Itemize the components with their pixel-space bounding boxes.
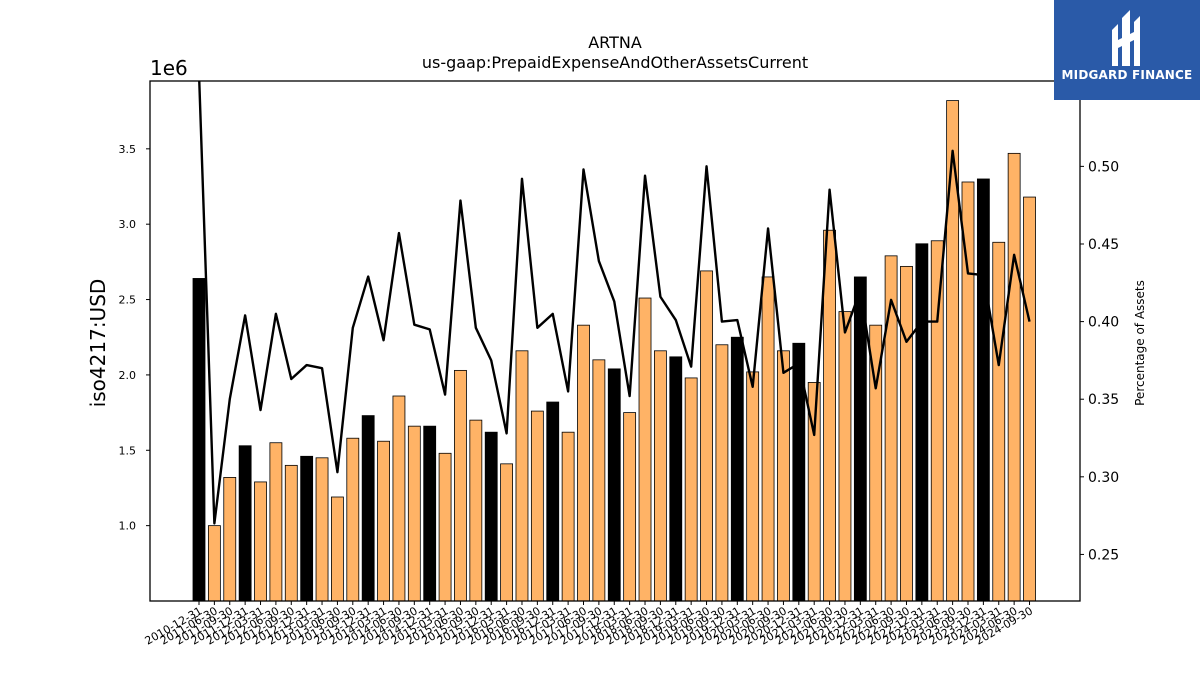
y2-tick-label: 0.40 [1088,315,1119,331]
bar [300,455,314,601]
bar [377,440,390,601]
bar [946,100,960,601]
y-tick-label: 3.5 [119,143,137,156]
bar [269,442,283,601]
bar [238,445,252,601]
bar [623,412,637,601]
bar [869,324,883,601]
bar [561,431,575,601]
line-group [198,81,1031,525]
bar [853,276,867,601]
bar [438,452,452,601]
bar [500,463,514,601]
bar [930,240,944,601]
bar [777,350,790,601]
bar [331,496,344,601]
bar [577,324,590,601]
bar [192,278,206,601]
bar [423,425,437,601]
bar [823,229,836,601]
y-tick-label: 2.5 [119,294,137,307]
y-tick-label: 1.0 [119,520,137,533]
bar [592,359,606,601]
bar [976,178,990,601]
percentage-line [198,81,1031,525]
bar [530,410,544,601]
bars-group [192,100,1036,601]
brand-logo: MIDGARD FINANCE [1054,0,1200,100]
bar [761,276,775,601]
bar [700,270,713,601]
bar [730,336,744,601]
bar [900,265,913,601]
bar [807,382,821,601]
bar [654,350,667,601]
bar [746,371,760,601]
bar [1023,196,1036,601]
bar [638,297,652,601]
bar [223,477,237,601]
bar [1007,152,1021,601]
bar [546,401,560,601]
bar [454,369,467,601]
bar [884,255,898,601]
bar [838,311,852,601]
bar [961,181,975,601]
bar [392,395,406,601]
y-axis-label: iso4217:USD [86,279,110,408]
bar [361,415,375,601]
bar [992,241,1006,601]
y2-tick-label: 0.45 [1088,237,1119,253]
plot-frame [149,80,1081,602]
midgard-logo-icon [1112,10,1140,66]
bar [915,243,929,601]
bar [715,344,729,601]
y2-tick-label: 0.50 [1088,159,1119,175]
bar [207,525,221,601]
logo-text: MIDGARD FINANCE [1061,68,1193,82]
chart-subtitle: us-gaap:PrepaidExpenseAndOtherAssetsCurr… [421,53,809,72]
bar [346,437,360,601]
bar [607,368,621,601]
y2-tick-label: 0.30 [1088,470,1119,486]
chart-title: ARTNA [588,33,642,52]
y-offset-label: 1e6 [150,56,188,80]
bar [484,431,498,601]
bar [684,377,698,601]
y2-axis-label: Percentage of Assets [1133,280,1147,406]
y-tick-label: 2.0 [119,369,137,382]
bar [469,419,483,601]
bar [669,356,683,601]
bar [284,464,298,601]
bar [792,342,806,601]
bar [515,350,529,601]
y-tick-label: 3.0 [119,218,137,231]
y2-tick-label: 0.25 [1088,547,1119,563]
y-tick-label: 1.5 [119,444,137,457]
y2-tick-label: 0.35 [1088,392,1119,408]
bar [407,425,421,601]
bar [254,481,267,601]
bar [315,457,329,601]
